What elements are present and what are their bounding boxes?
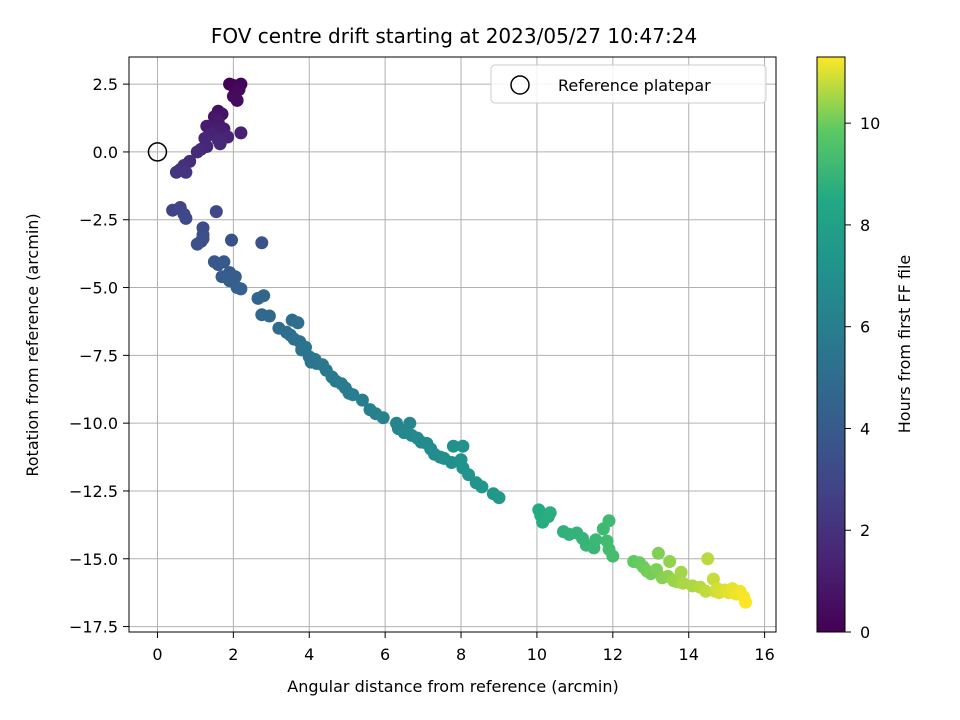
y-axis-label: Rotation from reference (arcmin)	[23, 213, 42, 476]
data-point	[456, 439, 470, 453]
data-point	[376, 411, 390, 425]
y-tick-label: −5.0	[79, 279, 118, 298]
data-point	[190, 145, 204, 159]
x-tick-label: 8	[456, 645, 466, 664]
data-point	[699, 584, 713, 598]
y-tick-label: −7.5	[79, 346, 118, 365]
colorbar-tick-label: 10	[860, 114, 880, 133]
legend-box	[490, 64, 767, 104]
data-point	[257, 289, 271, 303]
data-point	[739, 595, 753, 609]
x-tick-label: 14	[679, 645, 699, 664]
data-point	[209, 205, 223, 219]
y-tick-label: −17.5	[69, 618, 118, 637]
data-point	[213, 137, 227, 151]
data-point	[446, 439, 460, 453]
data-point	[179, 211, 193, 225]
data-point	[225, 233, 238, 247]
x-tick-label: 6	[380, 645, 390, 664]
y-axis-ticks: 2.5 0.0 −2.5 −5.0 −7.5 −10.0 −12.5 −15.0 −17.5	[69, 75, 129, 637]
data-point	[179, 165, 193, 179]
x-tick-label: 4	[304, 645, 314, 664]
colorbar-tick-label: 4	[860, 419, 870, 438]
data-point	[701, 552, 715, 566]
data-point	[462, 468, 476, 482]
data-point	[234, 126, 248, 140]
y-tick-label: −15.0	[69, 550, 118, 569]
data-point	[543, 506, 557, 520]
data-point	[355, 393, 369, 407]
chart-title: FOV centre drift starting at 2023/05/27 …	[211, 24, 697, 48]
grid-lines	[129, 57, 776, 632]
colorbar-label: Hours from first FF file	[895, 255, 914, 434]
colorbar-gradient	[816, 56, 846, 633]
x-tick-label: 12	[603, 645, 623, 664]
data-point	[221, 271, 235, 285]
data-point	[234, 282, 248, 296]
y-tick-label: −2.5	[79, 211, 118, 230]
y-tick-label: −12.5	[69, 482, 118, 501]
x-tick-label: 0	[152, 645, 162, 664]
x-tick-label: 2	[228, 645, 238, 664]
data-point	[217, 255, 231, 269]
x-tick-label: 16	[754, 645, 774, 664]
reference-marker	[147, 142, 168, 162]
data-point	[475, 480, 489, 494]
data-point	[262, 309, 276, 323]
x-axis-label: Angular distance from reference (arcmin)	[287, 677, 618, 696]
colorbar: 0 2 4 6 8 10 Hours from first FF file	[816, 56, 914, 642]
legend-label: Reference platepar	[558, 76, 711, 95]
data-point	[346, 388, 360, 402]
colorbar-ticks: 0 2 4 6 8 10	[845, 114, 880, 642]
colorbar-tick-label: 0	[860, 623, 870, 642]
y-tick-label: −10.0	[69, 414, 118, 433]
y-tick-label: 0.0	[93, 143, 118, 162]
data-point	[674, 565, 688, 579]
data-point	[230, 93, 244, 107]
y-tick-label: 2.5	[93, 75, 118, 94]
data-point	[602, 514, 616, 528]
data-point	[651, 546, 665, 560]
data-point	[663, 555, 677, 568]
x-axis-ticks: 0 2 4 6 8 10 12 14 16	[152, 632, 775, 664]
data-point	[403, 416, 417, 430]
data-point	[255, 236, 269, 250]
data-point	[190, 237, 204, 251]
data-points	[166, 77, 753, 609]
data-point	[589, 533, 603, 547]
data-point	[291, 316, 305, 330]
data-point	[169, 165, 183, 179]
legend: Reference platepar	[490, 64, 767, 104]
plot-frame	[128, 56, 777, 633]
x-tick-label: 10	[527, 645, 547, 664]
colorbar-tick-label: 8	[860, 216, 870, 235]
data-point	[492, 491, 506, 505]
data-point	[606, 549, 620, 563]
colorbar-tick-label: 6	[860, 318, 870, 337]
legend-marker	[510, 75, 530, 95]
colorbar-tick-label: 2	[860, 521, 870, 540]
